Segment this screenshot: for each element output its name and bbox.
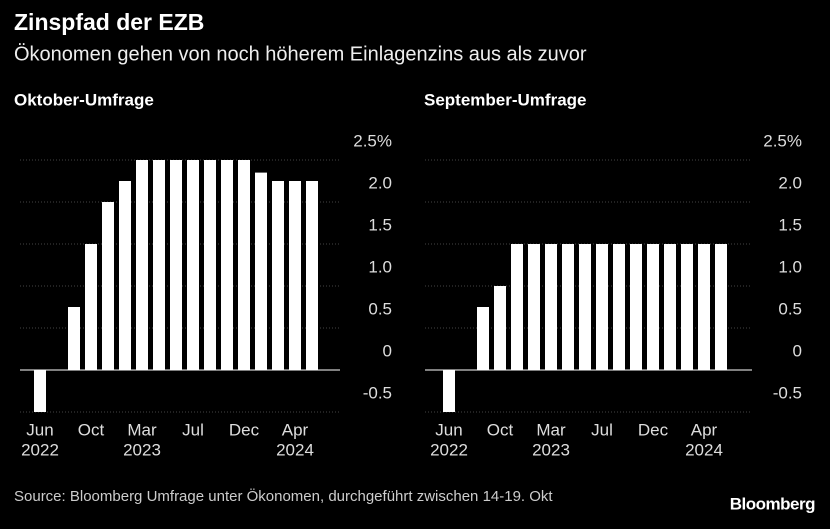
bar [698, 244, 710, 370]
panel-title: Oktober-Umfrage [14, 90, 154, 109]
bar [255, 172, 267, 370]
bar [545, 244, 557, 370]
x-tick-label: Dec [229, 420, 260, 439]
brand: Bloomberg [730, 494, 815, 513]
x-tick-year: 2024 [276, 440, 314, 459]
x-tick-label: Mar [127, 420, 157, 439]
bar [272, 181, 284, 370]
bar [562, 244, 574, 370]
y-tick-label: -0.5 [363, 383, 392, 402]
x-tick-label: Oct [78, 420, 105, 439]
x-tick-year: 2022 [430, 440, 468, 459]
x-tick-label: Apr [691, 420, 718, 439]
bar [119, 181, 131, 370]
y-tick-label: 1.5 [778, 215, 802, 234]
bar [153, 160, 165, 370]
bar [102, 202, 114, 370]
bar [579, 244, 591, 370]
bar [494, 286, 506, 370]
y-tick-label: 1.0 [778, 257, 802, 276]
bar [85, 244, 97, 370]
y-tick-label: 0.5 [368, 299, 392, 318]
x-tick-year: 2023 [123, 440, 161, 459]
bar [528, 244, 540, 370]
x-tick-year: 2024 [685, 440, 723, 459]
panel-title: September-Umfrage [424, 90, 587, 109]
x-tick-label: Jul [182, 420, 204, 439]
x-tick-label: Jul [591, 420, 613, 439]
y-tick-label: 2.0 [368, 173, 392, 192]
title: Zinspfad der EZB [14, 9, 204, 35]
x-tick-label: Oct [487, 420, 514, 439]
bar [68, 307, 80, 370]
bar [34, 370, 46, 412]
bar [613, 244, 625, 370]
bar [221, 160, 233, 370]
bar [664, 244, 676, 370]
bar [289, 181, 301, 370]
y-tick-label: 1.5 [368, 215, 392, 234]
subtitle: Ökonomen gehen von noch höherem Einlagen… [14, 43, 587, 65]
y-tick-label: 0.5 [778, 299, 802, 318]
y-tick-label: 2.5% [353, 131, 392, 150]
bar [306, 181, 318, 370]
bar [477, 307, 489, 370]
y-tick-label: 0 [383, 341, 392, 360]
bar [204, 160, 216, 370]
bar [596, 244, 608, 370]
bar [443, 370, 455, 412]
bar [136, 160, 148, 370]
y-tick-label: 0 [793, 341, 802, 360]
x-tick-year: 2023 [532, 440, 570, 459]
bar [511, 244, 523, 370]
x-tick-label: Dec [638, 420, 669, 439]
bar [187, 160, 199, 370]
x-tick-label: Jun [435, 420, 462, 439]
x-tick-label: Mar [536, 420, 566, 439]
bar [630, 244, 642, 370]
y-tick-label: -0.5 [773, 383, 802, 402]
y-tick-label: 2.0 [778, 173, 802, 192]
source: Source: Bloomberg Umfrage unter Ökonomen… [14, 487, 553, 505]
x-tick-label: Apr [282, 420, 309, 439]
x-tick-year: 2022 [21, 440, 59, 459]
x-tick-label: Jun [26, 420, 53, 439]
bar [647, 244, 659, 370]
bar [681, 244, 693, 370]
y-tick-label: 1.0 [368, 257, 392, 276]
bar [238, 160, 250, 370]
y-tick-label: 2.5% [763, 131, 802, 150]
bar [715, 244, 727, 370]
bar [170, 160, 182, 370]
